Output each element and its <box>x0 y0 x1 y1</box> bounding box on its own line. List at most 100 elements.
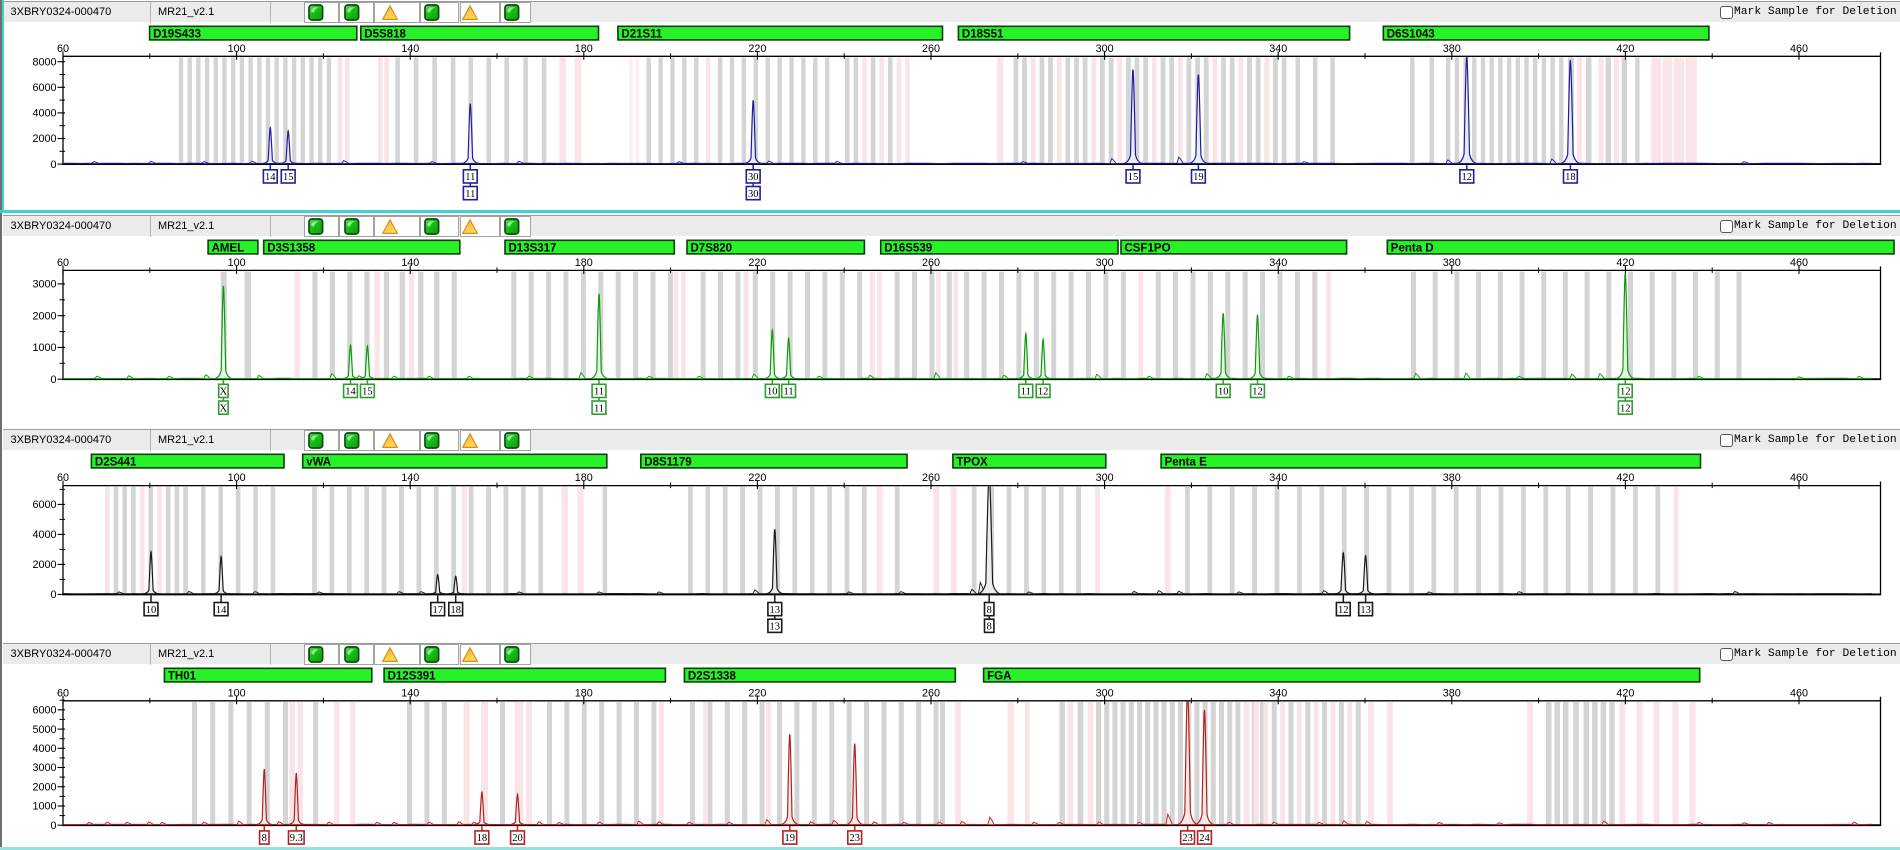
svg-text:180: 180 <box>575 687 593 699</box>
svg-text:6000: 6000 <box>32 499 56 511</box>
svg-text:60: 60 <box>57 257 69 269</box>
svg-text:CSF1PO: CSF1PO <box>1125 242 1171 254</box>
svg-text:3000: 3000 <box>32 762 56 774</box>
svg-text:D2S441: D2S441 <box>95 456 137 468</box>
svg-text:11: 11 <box>465 189 475 200</box>
svg-text:D12S391: D12S391 <box>388 670 437 682</box>
svg-text:340: 340 <box>1269 687 1287 699</box>
svg-text:12: 12 <box>1462 172 1473 183</box>
svg-text:380: 380 <box>1443 472 1461 484</box>
svg-text:180: 180 <box>575 43 593 55</box>
svg-text:Penta E: Penta E <box>1165 456 1208 468</box>
svg-text:3000: 3000 <box>32 279 56 291</box>
svg-text:11: 11 <box>594 387 604 398</box>
svg-text:340: 340 <box>1269 43 1287 55</box>
svg-text:D18S51: D18S51 <box>962 28 1004 40</box>
svg-text:12: 12 <box>1338 605 1349 616</box>
svg-text:FGA: FGA <box>987 670 1011 682</box>
svg-text:260: 260 <box>922 687 940 699</box>
svg-text:1000: 1000 <box>32 801 56 813</box>
svg-text:AMEL: AMEL <box>212 242 245 254</box>
svg-text:10: 10 <box>767 387 778 398</box>
svg-text:4000: 4000 <box>32 529 56 541</box>
svg-text:300: 300 <box>1096 257 1114 269</box>
svg-text:30: 30 <box>748 172 759 183</box>
svg-text:10: 10 <box>146 605 157 616</box>
svg-text:140: 140 <box>401 472 419 484</box>
svg-text:13: 13 <box>1360 605 1371 616</box>
svg-text:140: 140 <box>401 687 419 699</box>
svg-text:D6S1043: D6S1043 <box>1387 28 1435 40</box>
svg-text:11: 11 <box>784 387 794 398</box>
svg-text:140: 140 <box>401 257 419 269</box>
svg-text:0: 0 <box>50 820 56 832</box>
svg-text:2000: 2000 <box>32 310 56 322</box>
svg-text:4000: 4000 <box>32 108 56 120</box>
svg-text:D7S820: D7S820 <box>691 242 733 254</box>
svg-text:24: 24 <box>1199 833 1210 844</box>
svg-text:100: 100 <box>228 43 246 55</box>
svg-text:19: 19 <box>785 833 796 844</box>
svg-text:420: 420 <box>1616 687 1634 699</box>
svg-text:0: 0 <box>50 589 56 601</box>
svg-text:300: 300 <box>1096 43 1114 55</box>
svg-text:18: 18 <box>477 833 488 844</box>
svg-text:TH01: TH01 <box>168 670 197 682</box>
svg-text:15: 15 <box>362 387 373 398</box>
svg-text:260: 260 <box>922 257 940 269</box>
svg-text:1000: 1000 <box>32 342 56 354</box>
svg-text:X: X <box>220 403 228 414</box>
svg-text:D5S818: D5S818 <box>364 28 406 40</box>
svg-text:0: 0 <box>50 159 56 171</box>
svg-text:D13S317: D13S317 <box>509 242 557 254</box>
svg-text:15: 15 <box>283 172 294 183</box>
svg-text:460: 460 <box>1790 257 1808 269</box>
svg-text:100: 100 <box>228 257 246 269</box>
svg-text:8: 8 <box>262 833 267 844</box>
svg-text:10: 10 <box>1218 387 1229 398</box>
svg-text:6000: 6000 <box>32 705 56 717</box>
svg-text:2000: 2000 <box>32 133 56 145</box>
svg-text:D16S539: D16S539 <box>884 242 932 254</box>
svg-text:12: 12 <box>1620 387 1631 398</box>
svg-text:2000: 2000 <box>32 781 56 793</box>
svg-text:460: 460 <box>1790 472 1808 484</box>
svg-text:14: 14 <box>216 605 227 616</box>
svg-text:12: 12 <box>1038 387 1049 398</box>
svg-text:140: 140 <box>401 43 419 55</box>
svg-text:220: 220 <box>748 472 766 484</box>
svg-text:60: 60 <box>57 687 69 699</box>
svg-text:60: 60 <box>57 43 69 55</box>
svg-text:340: 340 <box>1269 257 1287 269</box>
svg-text:300: 300 <box>1096 687 1114 699</box>
svg-text:180: 180 <box>575 257 593 269</box>
svg-text:23: 23 <box>1182 833 1193 844</box>
svg-text:260: 260 <box>922 43 940 55</box>
svg-text:380: 380 <box>1443 257 1461 269</box>
svg-text:11: 11 <box>1021 387 1031 398</box>
svg-text:11: 11 <box>465 172 475 183</box>
svg-text:340: 340 <box>1269 472 1287 484</box>
svg-text:180: 180 <box>575 472 593 484</box>
svg-text:D21S11: D21S11 <box>621 28 663 40</box>
svg-text:420: 420 <box>1616 257 1634 269</box>
svg-text:18: 18 <box>1565 172 1576 183</box>
svg-text:D3S1358: D3S1358 <box>267 242 316 254</box>
svg-text:8: 8 <box>987 605 992 616</box>
svg-text:14: 14 <box>265 172 276 183</box>
svg-text:15: 15 <box>1128 172 1139 183</box>
svg-text:380: 380 <box>1443 43 1461 55</box>
svg-text:220: 220 <box>748 687 766 699</box>
svg-text:11: 11 <box>594 403 604 414</box>
svg-text:420: 420 <box>1616 472 1634 484</box>
svg-text:380: 380 <box>1443 687 1461 699</box>
svg-text:9.3: 9.3 <box>290 833 303 844</box>
svg-text:300: 300 <box>1096 472 1114 484</box>
svg-text:420: 420 <box>1616 43 1634 55</box>
svg-text:20: 20 <box>512 833 523 844</box>
svg-text:0: 0 <box>50 374 56 386</box>
svg-text:19: 19 <box>1193 172 1204 183</box>
svg-text:6000: 6000 <box>32 82 56 94</box>
svg-text:100: 100 <box>228 472 246 484</box>
svg-text:X: X <box>220 387 228 398</box>
